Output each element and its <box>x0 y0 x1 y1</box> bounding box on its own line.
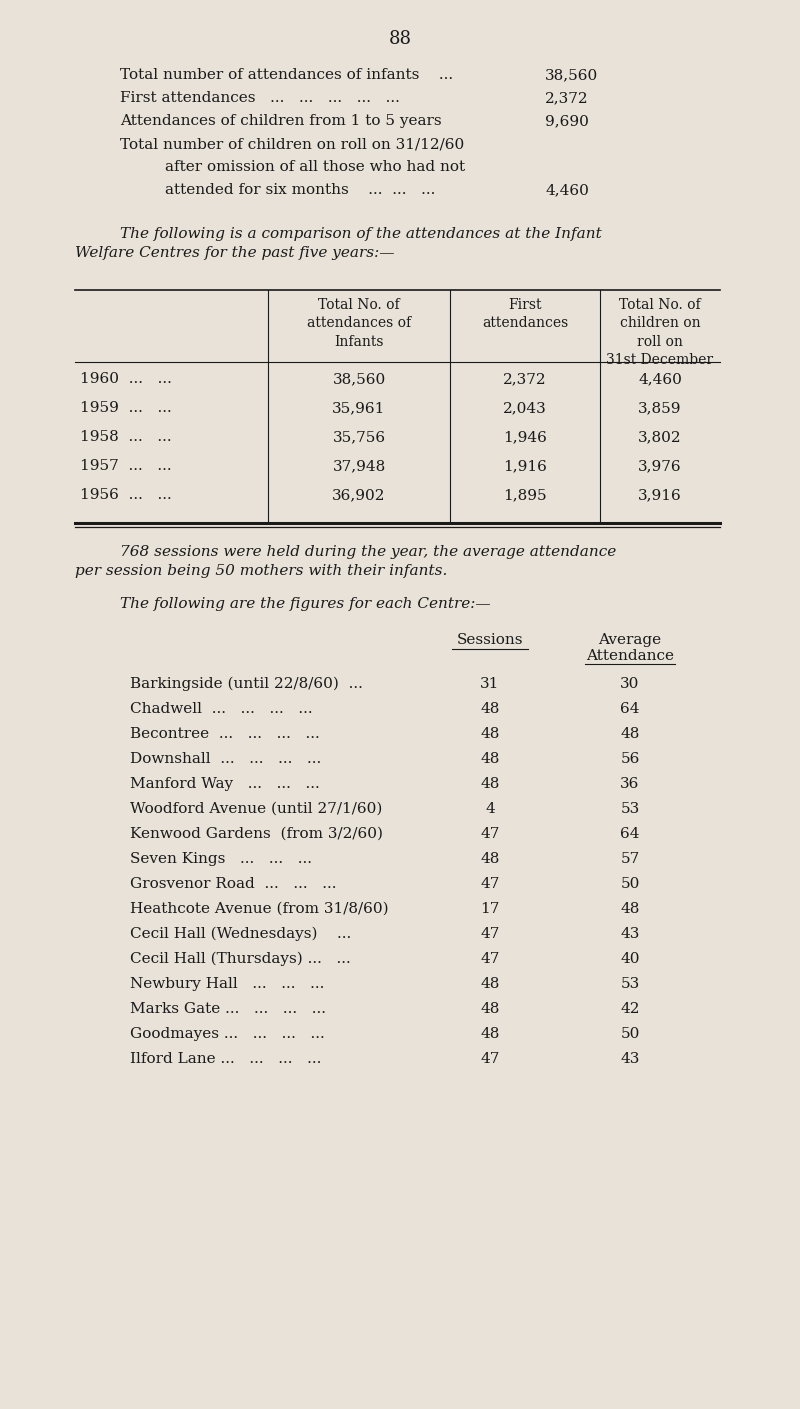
Text: 53: 53 <box>620 976 640 991</box>
Text: 40: 40 <box>620 952 640 967</box>
Text: 50: 50 <box>620 876 640 890</box>
Text: 3,976: 3,976 <box>638 459 682 473</box>
Text: 47: 47 <box>480 927 500 941</box>
Text: First
attendances: First attendances <box>482 297 568 330</box>
Text: 2,372: 2,372 <box>503 372 547 386</box>
Text: 36: 36 <box>620 776 640 790</box>
Text: 53: 53 <box>620 802 640 816</box>
Text: 48: 48 <box>480 1027 500 1041</box>
Text: after omission of all those who had not: after omission of all those who had not <box>165 161 465 173</box>
Text: 1,895: 1,895 <box>503 488 547 502</box>
Text: The following is a comparison of the attendances at the Infant: The following is a comparison of the att… <box>120 227 602 241</box>
Text: 48: 48 <box>480 702 500 716</box>
Text: 48: 48 <box>480 752 500 766</box>
Text: Total No. of
children on
roll on
31st December: Total No. of children on roll on 31st De… <box>606 297 714 368</box>
Text: 35,756: 35,756 <box>333 430 386 444</box>
Text: 43: 43 <box>620 1053 640 1067</box>
Text: 48: 48 <box>480 852 500 867</box>
Text: Seven Kings   ...   ...   ...: Seven Kings ... ... ... <box>130 852 312 867</box>
Text: 3,802: 3,802 <box>638 430 682 444</box>
Text: Sessions: Sessions <box>457 633 523 647</box>
Text: 1,916: 1,916 <box>503 459 547 473</box>
Text: 768 sessions were held during the year, the average attendance: 768 sessions were held during the year, … <box>120 545 616 559</box>
Text: 1,946: 1,946 <box>503 430 547 444</box>
Text: Cecil Hall (Wednesdays)    ...: Cecil Hall (Wednesdays) ... <box>130 927 351 941</box>
Text: 42: 42 <box>620 1002 640 1016</box>
Text: 2,043: 2,043 <box>503 402 547 416</box>
Text: Total number of children on roll on 31/12/60: Total number of children on roll on 31/1… <box>120 137 464 151</box>
Text: 36,902: 36,902 <box>332 488 386 502</box>
Text: Average: Average <box>598 633 662 647</box>
Text: 1956  ...   ...: 1956 ... ... <box>80 488 172 502</box>
Text: Cecil Hall (Thursdays) ...   ...: Cecil Hall (Thursdays) ... ... <box>130 952 350 967</box>
Text: 38,560: 38,560 <box>332 372 386 386</box>
Text: 48: 48 <box>480 727 500 741</box>
Text: 88: 88 <box>389 30 411 48</box>
Text: Total number of attendances of infants    ...: Total number of attendances of infants .… <box>120 68 463 82</box>
Text: Manford Way   ...   ...   ...: Manford Way ... ... ... <box>130 776 320 790</box>
Text: 47: 47 <box>480 876 500 890</box>
Text: Total No. of
attendances of
Infants: Total No. of attendances of Infants <box>307 297 411 349</box>
Text: 48: 48 <box>480 1002 500 1016</box>
Text: Chadwell  ...   ...   ...   ...: Chadwell ... ... ... ... <box>130 702 313 716</box>
Text: 64: 64 <box>620 702 640 716</box>
Text: Downshall  ...   ...   ...   ...: Downshall ... ... ... ... <box>130 752 322 766</box>
Text: 9,690: 9,690 <box>545 114 589 128</box>
Text: 50: 50 <box>620 1027 640 1041</box>
Text: 47: 47 <box>480 827 500 841</box>
Text: 48: 48 <box>480 976 500 991</box>
Text: attended for six months    ...  ...   ...: attended for six months ... ... ... <box>165 183 445 197</box>
Text: 30: 30 <box>620 676 640 690</box>
Text: 3,859: 3,859 <box>638 402 682 416</box>
Text: Newbury Hall   ...   ...   ...: Newbury Hall ... ... ... <box>130 976 324 991</box>
Text: Marks Gate ...   ...   ...   ...: Marks Gate ... ... ... ... <box>130 1002 326 1016</box>
Text: Goodmayes ...   ...   ...   ...: Goodmayes ... ... ... ... <box>130 1027 325 1041</box>
Text: Heathcote Avenue (from 31/8/60): Heathcote Avenue (from 31/8/60) <box>130 902 389 916</box>
Text: 47: 47 <box>480 952 500 967</box>
Text: 4,460: 4,460 <box>638 372 682 386</box>
Text: 3,916: 3,916 <box>638 488 682 502</box>
Text: Attendances of children from 1 to 5 years: Attendances of children from 1 to 5 year… <box>120 114 451 128</box>
Text: 1958  ...   ...: 1958 ... ... <box>80 430 172 444</box>
Text: 31: 31 <box>480 676 500 690</box>
Text: 4: 4 <box>485 802 495 816</box>
Text: Ilford Lane ...   ...   ...   ...: Ilford Lane ... ... ... ... <box>130 1053 322 1067</box>
Text: per session being 50 mothers with their infants.: per session being 50 mothers with their … <box>75 564 447 578</box>
Text: 17: 17 <box>480 902 500 916</box>
Text: Attendance: Attendance <box>586 650 674 664</box>
Text: 57: 57 <box>620 852 640 867</box>
Text: Grosvenor Road  ...   ...   ...: Grosvenor Road ... ... ... <box>130 876 337 890</box>
Text: 1957  ...   ...: 1957 ... ... <box>80 459 172 473</box>
Text: 64: 64 <box>620 827 640 841</box>
Text: 48: 48 <box>620 727 640 741</box>
Text: 48: 48 <box>480 776 500 790</box>
Text: 48: 48 <box>620 902 640 916</box>
Text: Barkingside (until 22/8/60)  ...: Barkingside (until 22/8/60) ... <box>130 676 363 692</box>
Text: 2,372: 2,372 <box>545 92 589 106</box>
Text: 37,948: 37,948 <box>332 459 386 473</box>
Text: Kenwood Gardens  (from 3/2/60): Kenwood Gardens (from 3/2/60) <box>130 827 383 841</box>
Text: 47: 47 <box>480 1053 500 1067</box>
Text: Becontree  ...   ...   ...   ...: Becontree ... ... ... ... <box>130 727 320 741</box>
Text: First attendances   ...   ...   ...   ...   ...: First attendances ... ... ... ... ... <box>120 92 410 106</box>
Text: 38,560: 38,560 <box>545 68 598 82</box>
Text: Welfare Centres for the past five years:—: Welfare Centres for the past five years:… <box>75 247 394 261</box>
Text: 1960  ...   ...: 1960 ... ... <box>80 372 172 386</box>
Text: 4,460: 4,460 <box>545 183 589 197</box>
Text: 56: 56 <box>620 752 640 766</box>
Text: 1959  ...   ...: 1959 ... ... <box>80 402 172 416</box>
Text: Woodford Avenue (until 27/1/60): Woodford Avenue (until 27/1/60) <box>130 802 382 816</box>
Text: 43: 43 <box>620 927 640 941</box>
Text: 35,961: 35,961 <box>332 402 386 416</box>
Text: The following are the figures for each Centre:—: The following are the figures for each C… <box>120 597 490 612</box>
